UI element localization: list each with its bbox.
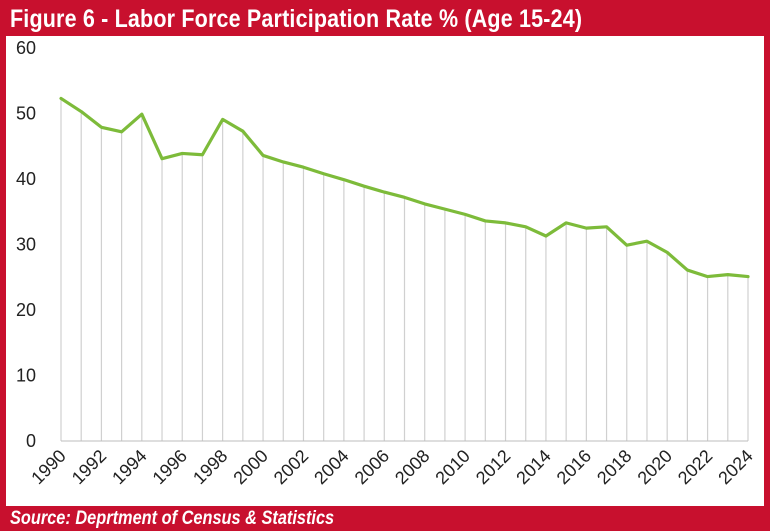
x-axis: 1990199219941996199820002002200420062008… <box>27 446 756 488</box>
chart-title: Figure 6 - Labor Force Participation Rat… <box>10 5 583 33</box>
chart-panel: 0 10 20 30 40 50 60 1990 1992 1994 1996 1998 2000 20… <box>6 36 764 506</box>
y-tick-label-30: 30 <box>16 235 36 255</box>
y-tick-label-20: 20 <box>16 300 36 320</box>
x-tick-label-2016: 2016 <box>553 446 595 488</box>
y-tick-label-10: 10 <box>16 366 36 386</box>
x-tick-label-2000: 2000 <box>229 446 271 488</box>
x-tick-label-2014: 2014 <box>512 446 554 488</box>
y-axis: 0 10 20 30 40 50 60 <box>16 38 36 451</box>
y-tick-label-50: 50 <box>16 104 36 124</box>
y-tick-label-60: 60 <box>16 38 36 58</box>
source-note: Source: Deprtment of Census & Statistics <box>10 508 335 529</box>
series-line <box>59 96 750 279</box>
y-tick-label-0: 0 <box>26 431 36 451</box>
x-tick-label-2002: 2002 <box>270 446 312 488</box>
x-tick-label-2020: 2020 <box>634 446 676 488</box>
x-tick-label-1998: 1998 <box>189 446 231 488</box>
y-tick-label-40: 40 <box>16 169 36 189</box>
x-tick-label-2018: 2018 <box>593 446 635 488</box>
drop-lines <box>60 98 749 441</box>
x-tick-label-2004: 2004 <box>310 446 352 488</box>
x-tick-label-2010: 2010 <box>431 446 473 488</box>
x-tick-label-2008: 2008 <box>391 446 433 488</box>
x-tick-label-2006: 2006 <box>351 446 393 488</box>
x-tick-label-2012: 2012 <box>472 446 514 488</box>
x-tick-label-2022: 2022 <box>674 446 716 488</box>
x-tick-label-1996: 1996 <box>149 446 191 488</box>
x-tick-label-1992: 1992 <box>68 446 110 488</box>
x-tick-label-2024: 2024 <box>714 446 756 488</box>
x-tick-label-1994: 1994 <box>108 446 150 488</box>
x-tick-label-1990: 1990 <box>27 446 69 488</box>
